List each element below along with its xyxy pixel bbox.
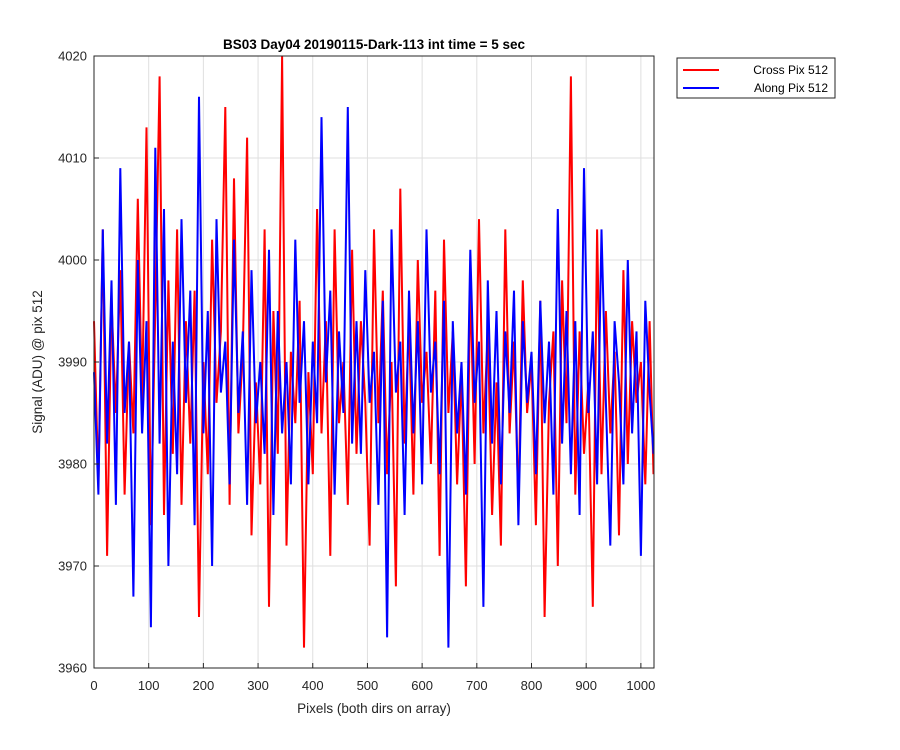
legend-box: [676, 57, 836, 99]
x-tick-label: 100: [138, 678, 160, 693]
series-line-along: [93, 96, 655, 648]
x-tick-label: 300: [247, 678, 269, 693]
y-tick-label: 4000: [58, 253, 87, 268]
y-axis-label: Signal (ADU) @ pix 512: [30, 290, 45, 434]
y-tick-label: 3970: [58, 559, 87, 574]
x-axis-label: Pixels (both dirs on array): [297, 701, 451, 716]
legend: Cross Pix 512 Along Pix 512: [676, 57, 836, 99]
x-tick-label: 800: [521, 678, 543, 693]
x-tick-label: 900: [575, 678, 597, 693]
y-tick-label: 4020: [58, 49, 87, 64]
x-tick-label: 600: [411, 678, 433, 693]
y-tick-label: 3990: [58, 355, 87, 370]
y-tick-label: 4010: [58, 151, 87, 166]
series-layer: [93, 55, 655, 648]
x-tick-label: 1000: [626, 678, 655, 693]
y-tick-label: 3980: [58, 457, 87, 472]
x-tick-label: 400: [302, 678, 324, 693]
legend-label-cross: Cross Pix 512: [753, 63, 828, 77]
x-tick-label: 700: [466, 678, 488, 693]
x-tick-label: 0: [90, 678, 97, 693]
x-tick-label: 200: [193, 678, 215, 693]
chart-title: BS03 Day04 20190115-Dark-113 int time = …: [223, 37, 526, 52]
y-tick-label: 3960: [58, 661, 87, 676]
x-tick-label: 500: [357, 678, 379, 693]
legend-label-along: Along Pix 512: [754, 81, 828, 95]
tick-layer: 0 100 200 300 400 500 600 700 800 900 1000 3960 3970…: [58, 49, 655, 694]
